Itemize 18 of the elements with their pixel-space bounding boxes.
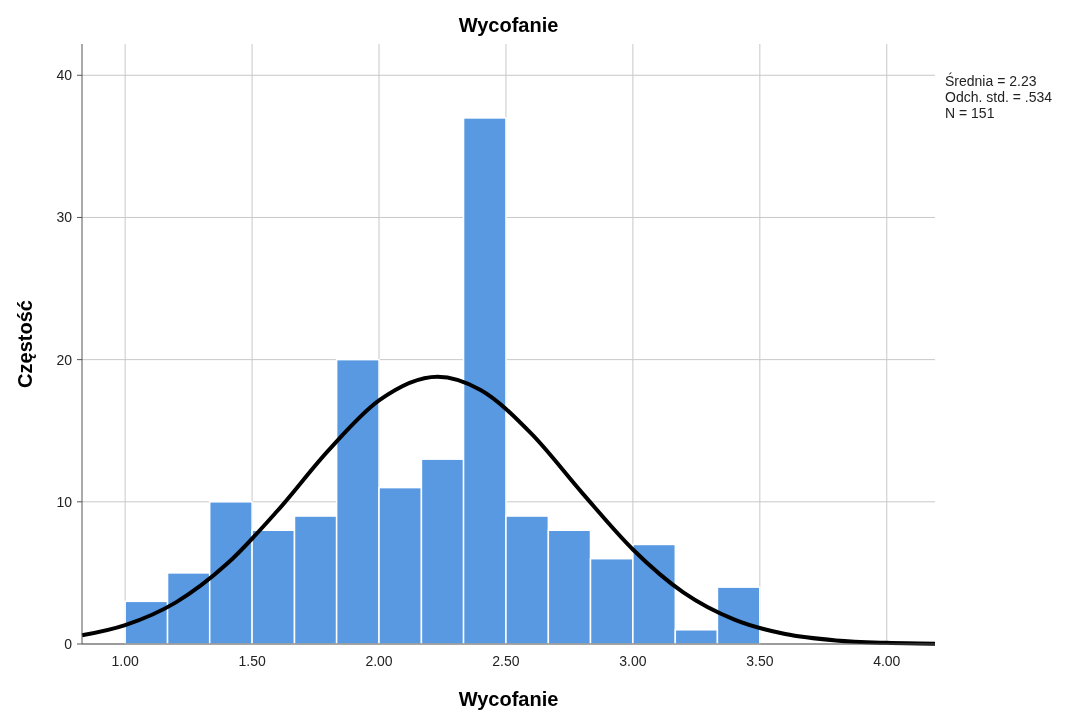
x-tick-label: 1.50 (238, 653, 266, 669)
text: Średnia = 2.23 (945, 72, 1037, 89)
x-tick-label: 1.00 (111, 653, 139, 669)
x-tick-label: 3.00 (619, 653, 647, 669)
y-tick-label: 20 (56, 351, 73, 368)
y-tick-label: 40 (56, 67, 73, 84)
x-tick-label: 3.50 (746, 653, 774, 669)
chart-title: Wycofanie (458, 14, 559, 36)
x-tick-label: 4.00 (873, 653, 901, 669)
y-tick-label: 0 (64, 635, 73, 652)
text: Odch. std. = .534 (945, 89, 1053, 105)
x-tick-label: 2.50 (492, 653, 520, 669)
text: N = 151 (945, 105, 995, 121)
y-axis-title: Częstość (14, 300, 36, 388)
x-tick-label: 2.00 (365, 653, 393, 669)
y-tick-label: 30 (56, 209, 73, 226)
x-axis-title: Wycofanie (458, 688, 559, 710)
y-tick-label: 10 (56, 493, 73, 510)
